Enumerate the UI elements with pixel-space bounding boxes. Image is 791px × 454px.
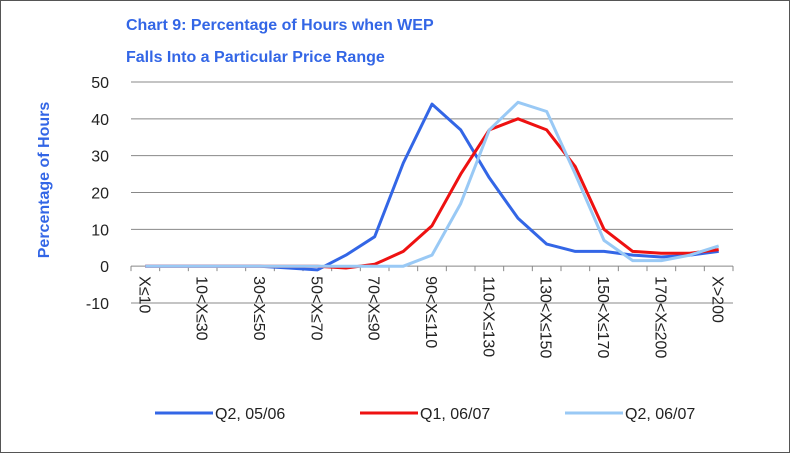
x-tick-label: 50<X≤70 [307, 276, 324, 340]
x-tick-label: 90<X≤110 [422, 276, 439, 348]
x-tick-label: X≤10 [135, 276, 152, 313]
y-axis-label: Percentage of Hours [36, 102, 53, 259]
y-tick-label: 40 [91, 112, 109, 129]
y-tick-label: 50 [91, 75, 109, 92]
x-tick-label: 10<X≤30 [193, 276, 210, 340]
y-tick-label: 0 [100, 259, 109, 276]
x-tick-label: 110<X≤130 [479, 276, 496, 357]
y-tick-label: 10 [91, 222, 109, 239]
x-tick-label: 30<X≤50 [250, 276, 267, 340]
chart-title: Falls Into a Particular Price Range [126, 49, 385, 66]
y-tick-label: 30 [91, 149, 109, 166]
legend-label: Q1, 06/07 [420, 406, 490, 423]
y-tick-label: 20 [91, 186, 109, 203]
series-line [145, 100, 720, 268]
x-tick-label: X>200 [709, 276, 726, 323]
x-tick-label: 70<X≤90 [365, 276, 382, 340]
legend-label: Q2, 05/06 [215, 406, 285, 423]
y-tick-label: -10 [86, 296, 109, 313]
x-tick-label: 150<X≤170 [594, 276, 611, 358]
legend-label: Q2, 06/07 [625, 406, 695, 423]
x-tick-label: 170<X≤200 [651, 276, 668, 358]
chart-title: Chart 9: Percentage of Hours when WEP [126, 17, 434, 34]
x-tick-label: 130<X≤150 [537, 276, 554, 358]
